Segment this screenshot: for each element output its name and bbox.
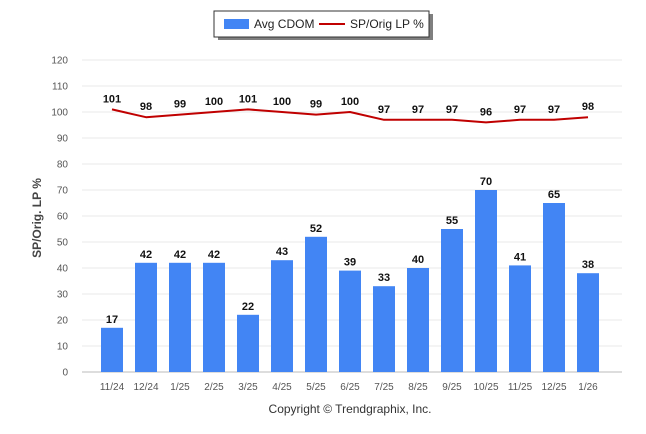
y-tick-label: 10	[57, 342, 69, 353]
y-tick-label: 30	[57, 290, 69, 301]
bar-data-label: 38	[582, 259, 594, 271]
x-tick-label: 5/25	[306, 382, 326, 393]
bar	[203, 262, 225, 372]
line-data-label: 100	[273, 96, 291, 108]
x-tick-label: 7/25	[374, 382, 394, 393]
bar	[237, 314, 259, 372]
y-tick-label: 20	[57, 316, 69, 327]
x-tick-label: 11/25	[508, 382, 533, 393]
x-tick-label: 11/24	[100, 382, 125, 393]
line-data-label: 99	[174, 99, 186, 111]
bar-data-label: 43	[276, 246, 288, 258]
x-tick-label: 2/25	[204, 382, 224, 393]
x-axis-ticks: 11/24 12/24 1/25 2/25 3/25 4/25 5/25 6/25 7/25 8/…	[100, 382, 598, 393]
bar-data-label: 40	[412, 254, 424, 266]
y-tick-label: 0	[62, 368, 68, 379]
x-tick-label: 8/25	[408, 382, 428, 393]
bar	[577, 273, 599, 372]
y-tick-label: 90	[57, 134, 69, 145]
line-data-label: 100	[205, 96, 223, 108]
bar-data-label: 42	[140, 249, 152, 261]
bar	[373, 286, 395, 372]
line-data-label: 98	[140, 101, 152, 113]
line-data-label: 99	[310, 99, 322, 111]
line-data-label: 98	[582, 101, 594, 113]
bar	[169, 262, 191, 372]
line-data-label: 97	[378, 104, 390, 116]
line-data-label: 101	[103, 93, 121, 105]
line-data-label: 97	[514, 104, 526, 116]
y-tick-label: 60	[57, 212, 69, 223]
bar-data-label: 42	[174, 249, 186, 261]
y-axis-ticks: 0 10 20 30 40 50 60 70 80 90 100 110 120	[51, 56, 68, 379]
legend-bar-label: Avg CDOM	[254, 17, 314, 31]
bar	[101, 327, 123, 372]
copyright-credit: Copyright © Trendgraphix, Inc.	[269, 402, 432, 416]
bar-data-label: 42	[208, 249, 220, 261]
bar-data-label: 41	[514, 251, 526, 263]
bar-data-label: 55	[446, 215, 458, 227]
bar-data-label: 65	[548, 189, 560, 201]
legend-bar-swatch	[224, 19, 249, 29]
y-tick-label: 40	[57, 264, 69, 275]
line-data-label: 100	[341, 96, 359, 108]
bar	[441, 229, 463, 372]
bar	[543, 203, 565, 372]
line-series: 101 98 99 100 101 100 99 100 97 97 97 96 97 97 98	[103, 93, 594, 124]
line-data-label: 101	[239, 93, 257, 105]
legend: Avg CDOM SP/Orig LP %	[213, 10, 433, 40]
x-tick-label: 12/24	[133, 382, 158, 393]
bar-data-label: 39	[344, 257, 356, 269]
x-tick-label: 1/25	[170, 382, 190, 393]
bar-data-label: 17	[106, 314, 118, 326]
x-tick-label: 12/25	[541, 382, 566, 393]
x-tick-label: 4/25	[272, 382, 292, 393]
bar	[475, 190, 497, 372]
bar	[339, 270, 361, 372]
y-tick-label: 70	[57, 186, 69, 197]
line-data-label: 96	[480, 106, 492, 118]
line-data-label: 97	[446, 104, 458, 116]
bar	[305, 236, 327, 372]
legend-line-label: SP/Orig LP %	[350, 17, 424, 31]
y-axis-title: SP/Orig. LP %	[30, 178, 44, 258]
x-tick-label: 1/26	[578, 382, 598, 393]
y-tick-label: 120	[51, 56, 68, 67]
bar-data-label: 22	[242, 301, 254, 313]
line-data-label: 97	[412, 104, 424, 116]
y-tick-label: 100	[51, 108, 68, 119]
bar	[271, 260, 293, 372]
y-tick-label: 110	[52, 82, 68, 93]
bar	[135, 262, 157, 372]
x-tick-label: 3/25	[238, 382, 258, 393]
y-tick-label: 80	[57, 160, 69, 171]
y-tick-label: 50	[57, 238, 69, 249]
line-data-label: 97	[548, 104, 560, 116]
bar-data-label: 70	[480, 176, 492, 188]
x-tick-label: 9/25	[442, 382, 462, 393]
line-series-path	[111, 108, 589, 124]
bar-data-label: 52	[310, 223, 322, 235]
bars: 17 42 42 42 22 43 52 39 33 40 55 70 41 65 38	[101, 176, 599, 372]
x-tick-label: 10/25	[473, 382, 498, 393]
x-tick-label: 6/25	[340, 382, 360, 393]
bar	[509, 265, 531, 372]
bar	[407, 268, 429, 372]
bar-data-label: 33	[378, 272, 390, 284]
